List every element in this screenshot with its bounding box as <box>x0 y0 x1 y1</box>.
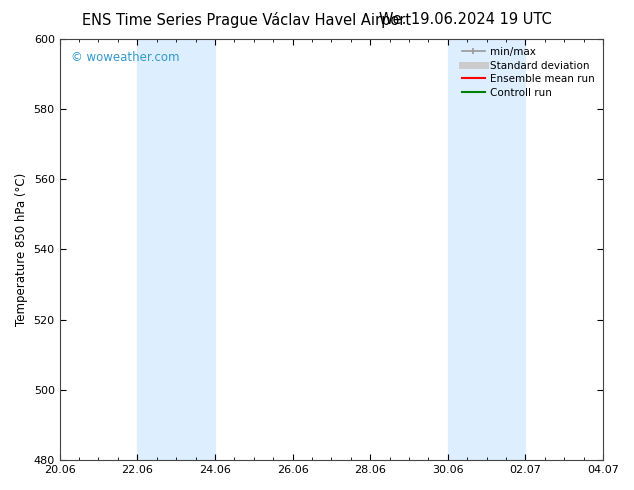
Y-axis label: Temperature 850 hPa (°C): Temperature 850 hPa (°C) <box>15 173 28 326</box>
Bar <box>138 39 215 460</box>
Text: © woweather.com: © woweather.com <box>70 51 179 64</box>
Bar <box>448 39 487 460</box>
Bar <box>487 39 526 460</box>
Text: We. 19.06.2024 19 UTC: We. 19.06.2024 19 UTC <box>379 12 552 27</box>
Legend: min/max, Standard deviation, Ensemble mean run, Controll run: min/max, Standard deviation, Ensemble me… <box>459 44 598 101</box>
Text: ENS Time Series Prague Václav Havel Airport: ENS Time Series Prague Václav Havel Airp… <box>82 12 411 28</box>
